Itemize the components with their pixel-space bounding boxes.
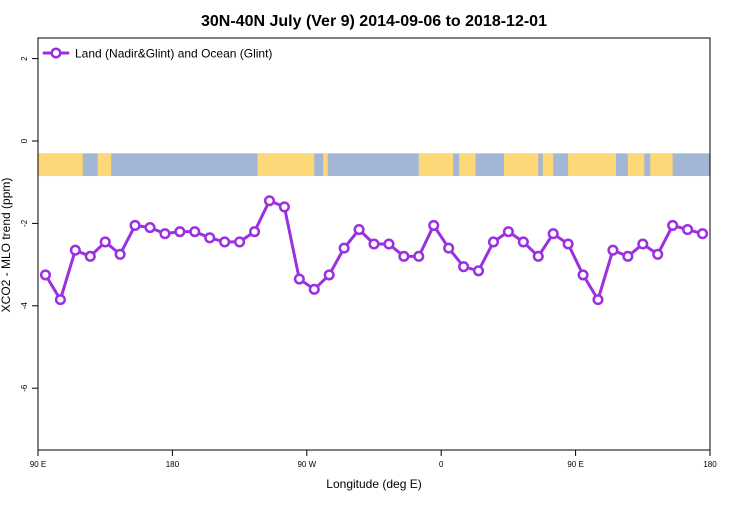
- y-tick-label: 0: [20, 138, 29, 143]
- legend-label: Land (Nadir&Glint) and Ocean (Glint): [75, 47, 272, 61]
- series-layer: [39, 195, 709, 306]
- data-point: [308, 283, 320, 295]
- data-point: [413, 250, 425, 262]
- y-tick-label: 2: [20, 56, 29, 61]
- data-point: [667, 219, 679, 232]
- data-point: [562, 238, 574, 250]
- data-point: [383, 238, 395, 250]
- land-segment: [542, 153, 554, 177]
- y-tick-label: -4: [20, 302, 29, 310]
- data-point: [114, 248, 126, 260]
- data-point: [487, 236, 500, 248]
- data-point: [69, 244, 81, 256]
- data-point: [263, 195, 276, 207]
- data-point: [637, 238, 649, 250]
- data-point: [293, 273, 305, 285]
- data-point: [219, 236, 231, 248]
- data-point: [234, 236, 246, 248]
- land-segment: [459, 153, 476, 177]
- ocean-band: [38, 153, 710, 177]
- x-tick-label: 180: [703, 460, 717, 469]
- data-point: [398, 250, 410, 262]
- x-tick-label: 180: [166, 460, 180, 469]
- data-point: [39, 269, 52, 281]
- data-point: [696, 228, 709, 240]
- data-point: [502, 226, 514, 238]
- legend: Land (Nadir&Glint) and Ocean (Glint): [42, 47, 272, 61]
- land-segment: [650, 153, 673, 177]
- y-axis-label: XCO2 - MLO trend (ppm): [0, 178, 13, 313]
- data-point: [129, 219, 141, 232]
- land-segment: [568, 153, 616, 177]
- x-axis: 90 E 180 90 W 0 90 E 180: [30, 450, 717, 469]
- data-point: [472, 265, 485, 277]
- surface-band: [38, 153, 710, 177]
- land-segment: [97, 153, 112, 177]
- data-point: [159, 228, 171, 240]
- data-point: [652, 248, 664, 260]
- data-point: [577, 269, 589, 281]
- data-point: [174, 226, 186, 238]
- y-tick-label: -6: [20, 384, 29, 392]
- data-point: [353, 224, 365, 236]
- data-point: [443, 242, 455, 254]
- data-point: [338, 242, 350, 254]
- data-point: [278, 201, 290, 213]
- data-point: [592, 294, 604, 306]
- land-segment: [257, 153, 315, 177]
- data-point: [204, 232, 216, 244]
- x-axis-label: Longitude (deg E): [326, 477, 421, 491]
- data-point: [248, 226, 261, 238]
- x-tick-label: 90 E: [567, 460, 583, 469]
- data-point: [517, 236, 529, 248]
- chart-title: 30N-40N July (Ver 9) 2014-09-06 to 2018-…: [201, 13, 547, 30]
- data-point: [458, 261, 470, 273]
- data-point: [547, 228, 559, 240]
- data-point: [622, 250, 634, 262]
- data-point: [99, 236, 111, 248]
- y-axis: 2 0 -2 -4 -6: [20, 56, 38, 392]
- data-point: [607, 244, 619, 256]
- land-segment: [418, 153, 454, 177]
- data-point: [189, 226, 201, 238]
- data-point: [54, 294, 66, 306]
- data-point: [368, 238, 380, 250]
- legend-marker-swatch: [50, 47, 62, 59]
- x-tick-label: 0: [439, 460, 444, 469]
- data-point: [682, 224, 694, 236]
- x-tick-label: 90 W: [297, 460, 316, 469]
- series-line: [44, 199, 703, 302]
- plot-frame: [37, 37, 711, 451]
- data-point: [144, 221, 156, 234]
- data-point: [532, 250, 544, 262]
- data-point: [323, 269, 335, 281]
- land-segment: [38, 153, 83, 177]
- y-tick-label: -2: [20, 219, 29, 227]
- land-segment: [323, 153, 328, 177]
- x-tick-label: 90 E: [30, 460, 46, 469]
- data-point: [428, 219, 440, 232]
- land-segment: [627, 153, 645, 177]
- data-point: [84, 250, 96, 262]
- land-segment: [503, 153, 539, 177]
